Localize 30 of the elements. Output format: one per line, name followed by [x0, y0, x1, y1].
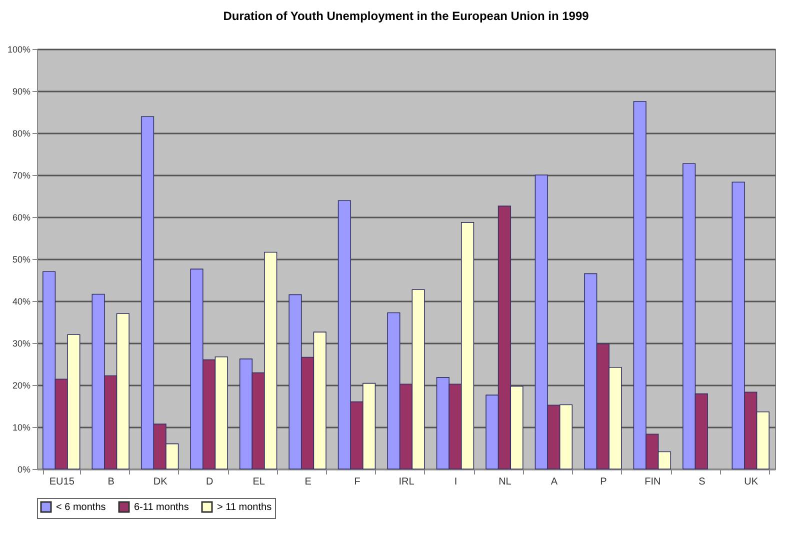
y-tick-label: 30%	[12, 338, 30, 348]
y-tick-label: 20%	[12, 380, 30, 390]
x-tick-label: F	[354, 476, 360, 488]
chart-title: Duration of Youth Unemployment in the European Union in 1999	[223, 9, 590, 23]
x-tick-label: D	[206, 476, 214, 488]
x-tick-label: NL	[498, 476, 512, 488]
x-tick-label: FIN	[644, 476, 661, 488]
y-tick-label: 50%	[12, 254, 30, 264]
y-tick-label: 70%	[12, 170, 30, 180]
y-tick-label: 60%	[12, 212, 30, 222]
x-tick-label: UK	[744, 476, 758, 488]
x-tick-label: IRL	[398, 476, 415, 488]
x-tick-label: B	[108, 476, 115, 488]
x-tick-label: E	[304, 476, 312, 488]
x-tick-label: S	[698, 476, 706, 488]
y-tick-label: 80%	[12, 128, 30, 138]
y-tick-label: 10%	[12, 422, 30, 432]
legend-label: > 11 months	[217, 502, 272, 513]
y-tick-label: 0%	[17, 464, 30, 474]
x-tick-label: DK	[153, 476, 168, 488]
y-tick-label: 100%	[7, 44, 30, 54]
x-tick-label: I	[454, 476, 458, 488]
y-tick-label: 90%	[12, 86, 30, 96]
x-tick-label: A	[550, 476, 558, 488]
y-tick-label: 40%	[12, 296, 30, 306]
x-tick-label: P	[600, 476, 608, 488]
x-tick-label: EU15	[49, 476, 75, 488]
x-tick-label: EL	[252, 476, 266, 488]
legend-label: 6-11 months	[134, 502, 189, 513]
legend-label: < 6 months	[56, 502, 106, 513]
